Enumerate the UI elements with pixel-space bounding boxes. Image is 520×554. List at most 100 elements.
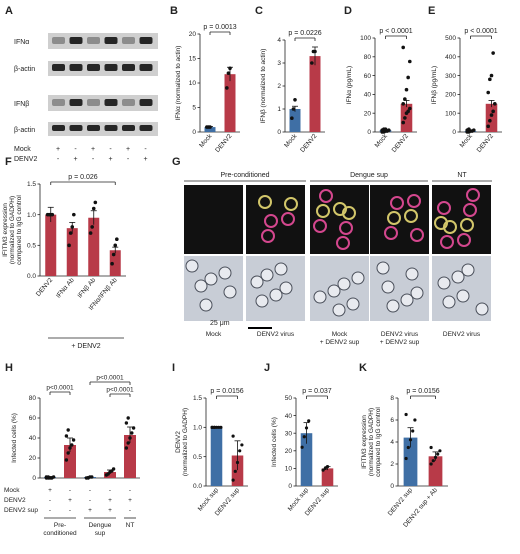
bar xyxy=(289,109,301,132)
y-axis-label: (normalized to GADPH) xyxy=(9,196,16,264)
chart-B: 0 5 10 15 20 IFNα (normalized to actin) Mock DE… xyxy=(175,24,240,154)
y-tick-label: 0 xyxy=(390,483,394,490)
data-point xyxy=(91,206,96,211)
brightfield-cell xyxy=(327,284,341,298)
panel-label-d: D xyxy=(344,5,352,17)
data-point xyxy=(436,452,440,456)
y-tick-label: 80 xyxy=(364,54,372,61)
condition-row-label: DENV2 sup xyxy=(4,507,38,514)
data-point xyxy=(401,102,406,106)
cell-marker xyxy=(407,194,421,208)
blot-band xyxy=(122,64,135,71)
data-point xyxy=(491,51,495,55)
brightfield-cell xyxy=(313,290,327,304)
blot-band xyxy=(87,64,100,71)
bar xyxy=(231,455,244,486)
brightfield-cell xyxy=(194,279,208,293)
p-value: p = 0.037 xyxy=(302,388,331,395)
panel-label-j: J xyxy=(264,362,270,374)
blot-row-label: IFNα xyxy=(14,39,29,46)
data-point xyxy=(93,200,98,205)
cell-marker xyxy=(410,228,424,242)
cell-marker xyxy=(440,235,454,249)
brightfield-cell xyxy=(199,298,213,312)
bar xyxy=(403,437,418,486)
microscopy-condition-label: DENV2 virus xyxy=(257,331,295,338)
scale-bar-label: 25 μm xyxy=(210,320,230,327)
western-blot: IFNα β-actin IFNβ β-actin Mock DENV2 + - +… xyxy=(14,33,158,163)
data-point xyxy=(90,475,94,479)
condition-sign: - xyxy=(109,487,111,494)
category-label: Mock xyxy=(459,132,475,149)
cell-marker xyxy=(316,204,330,218)
data-point xyxy=(408,106,412,111)
bar xyxy=(104,472,116,478)
y-tick-label: 0 xyxy=(32,475,36,482)
p-value: p<0.0001 xyxy=(96,375,124,382)
y-tick-label: 60 xyxy=(364,73,372,80)
cell-marker xyxy=(387,211,401,225)
group-label: Pre- xyxy=(54,522,66,529)
cell-marker xyxy=(333,202,347,216)
p-value: p = 0.026 xyxy=(68,174,97,181)
data-point xyxy=(383,127,388,131)
y-tick-label: 40 xyxy=(285,413,293,420)
p-value: p = 0.0013 xyxy=(203,24,236,31)
blot-sign: + xyxy=(56,146,60,153)
brightfield-cell xyxy=(250,275,264,289)
y-tick-label: 0 xyxy=(192,129,196,136)
data-point xyxy=(321,468,325,472)
brightfield-cell xyxy=(400,293,414,307)
data-point xyxy=(88,231,93,235)
data-point xyxy=(214,425,219,429)
group-label: Dengue xyxy=(89,522,112,529)
data-point xyxy=(413,418,417,422)
y-tick-label: 0 xyxy=(288,483,292,490)
data-point xyxy=(472,128,476,132)
data-point xyxy=(403,97,407,101)
brightfield-cell xyxy=(376,261,390,275)
data-point xyxy=(467,127,471,131)
blot-sign: + xyxy=(73,156,77,163)
blot-band xyxy=(139,125,153,131)
panel-label-e: E xyxy=(428,5,435,17)
data-point xyxy=(411,429,415,433)
y-axis-label: compared to IgG control xyxy=(16,195,23,265)
data-point xyxy=(313,49,317,54)
data-point xyxy=(323,466,327,470)
brightfield-cell xyxy=(456,289,470,303)
y-axis-label: Infected cells (%) xyxy=(11,413,18,463)
data-point xyxy=(233,469,237,473)
condition-sign: + xyxy=(68,497,72,504)
blot-band xyxy=(122,125,135,131)
data-point xyxy=(489,73,494,78)
category-label: DENV2 xyxy=(214,133,234,154)
data-point xyxy=(404,456,408,461)
y-tick-label: 60 xyxy=(29,415,37,422)
brightfield-cell xyxy=(346,297,360,311)
panel-label-h: H xyxy=(5,362,13,374)
chart-H: 0 20 40 60 80 Infected cells (%) p<0.0001 p<0.0… xyxy=(4,375,140,537)
condition-sign: - xyxy=(49,507,51,514)
data-point xyxy=(401,120,406,125)
cell-marker xyxy=(463,203,477,217)
category-label: Mock xyxy=(374,132,390,149)
category-label: Mock xyxy=(283,132,299,149)
data-point xyxy=(72,212,76,217)
y-tick-label: 20 xyxy=(29,455,37,462)
condition-sign: - xyxy=(129,487,131,494)
condition-sign: + xyxy=(128,497,132,504)
data-point xyxy=(491,109,495,114)
cell-marker xyxy=(284,197,298,211)
data-point xyxy=(115,237,119,241)
category-label: IFNβ Ab xyxy=(77,276,98,299)
brightfield-cell xyxy=(260,268,274,282)
data-point xyxy=(493,102,497,106)
cell-marker xyxy=(404,209,418,223)
data-point xyxy=(290,116,294,120)
cell-marker xyxy=(457,233,471,247)
y-axis-label: IFNα (normalized to actin) xyxy=(175,46,182,121)
chart-F: 0.0 0.5 1.0 1.5 IFITM3 expression (normalized… xyxy=(2,174,126,350)
y-tick-label: 10 xyxy=(189,80,197,87)
